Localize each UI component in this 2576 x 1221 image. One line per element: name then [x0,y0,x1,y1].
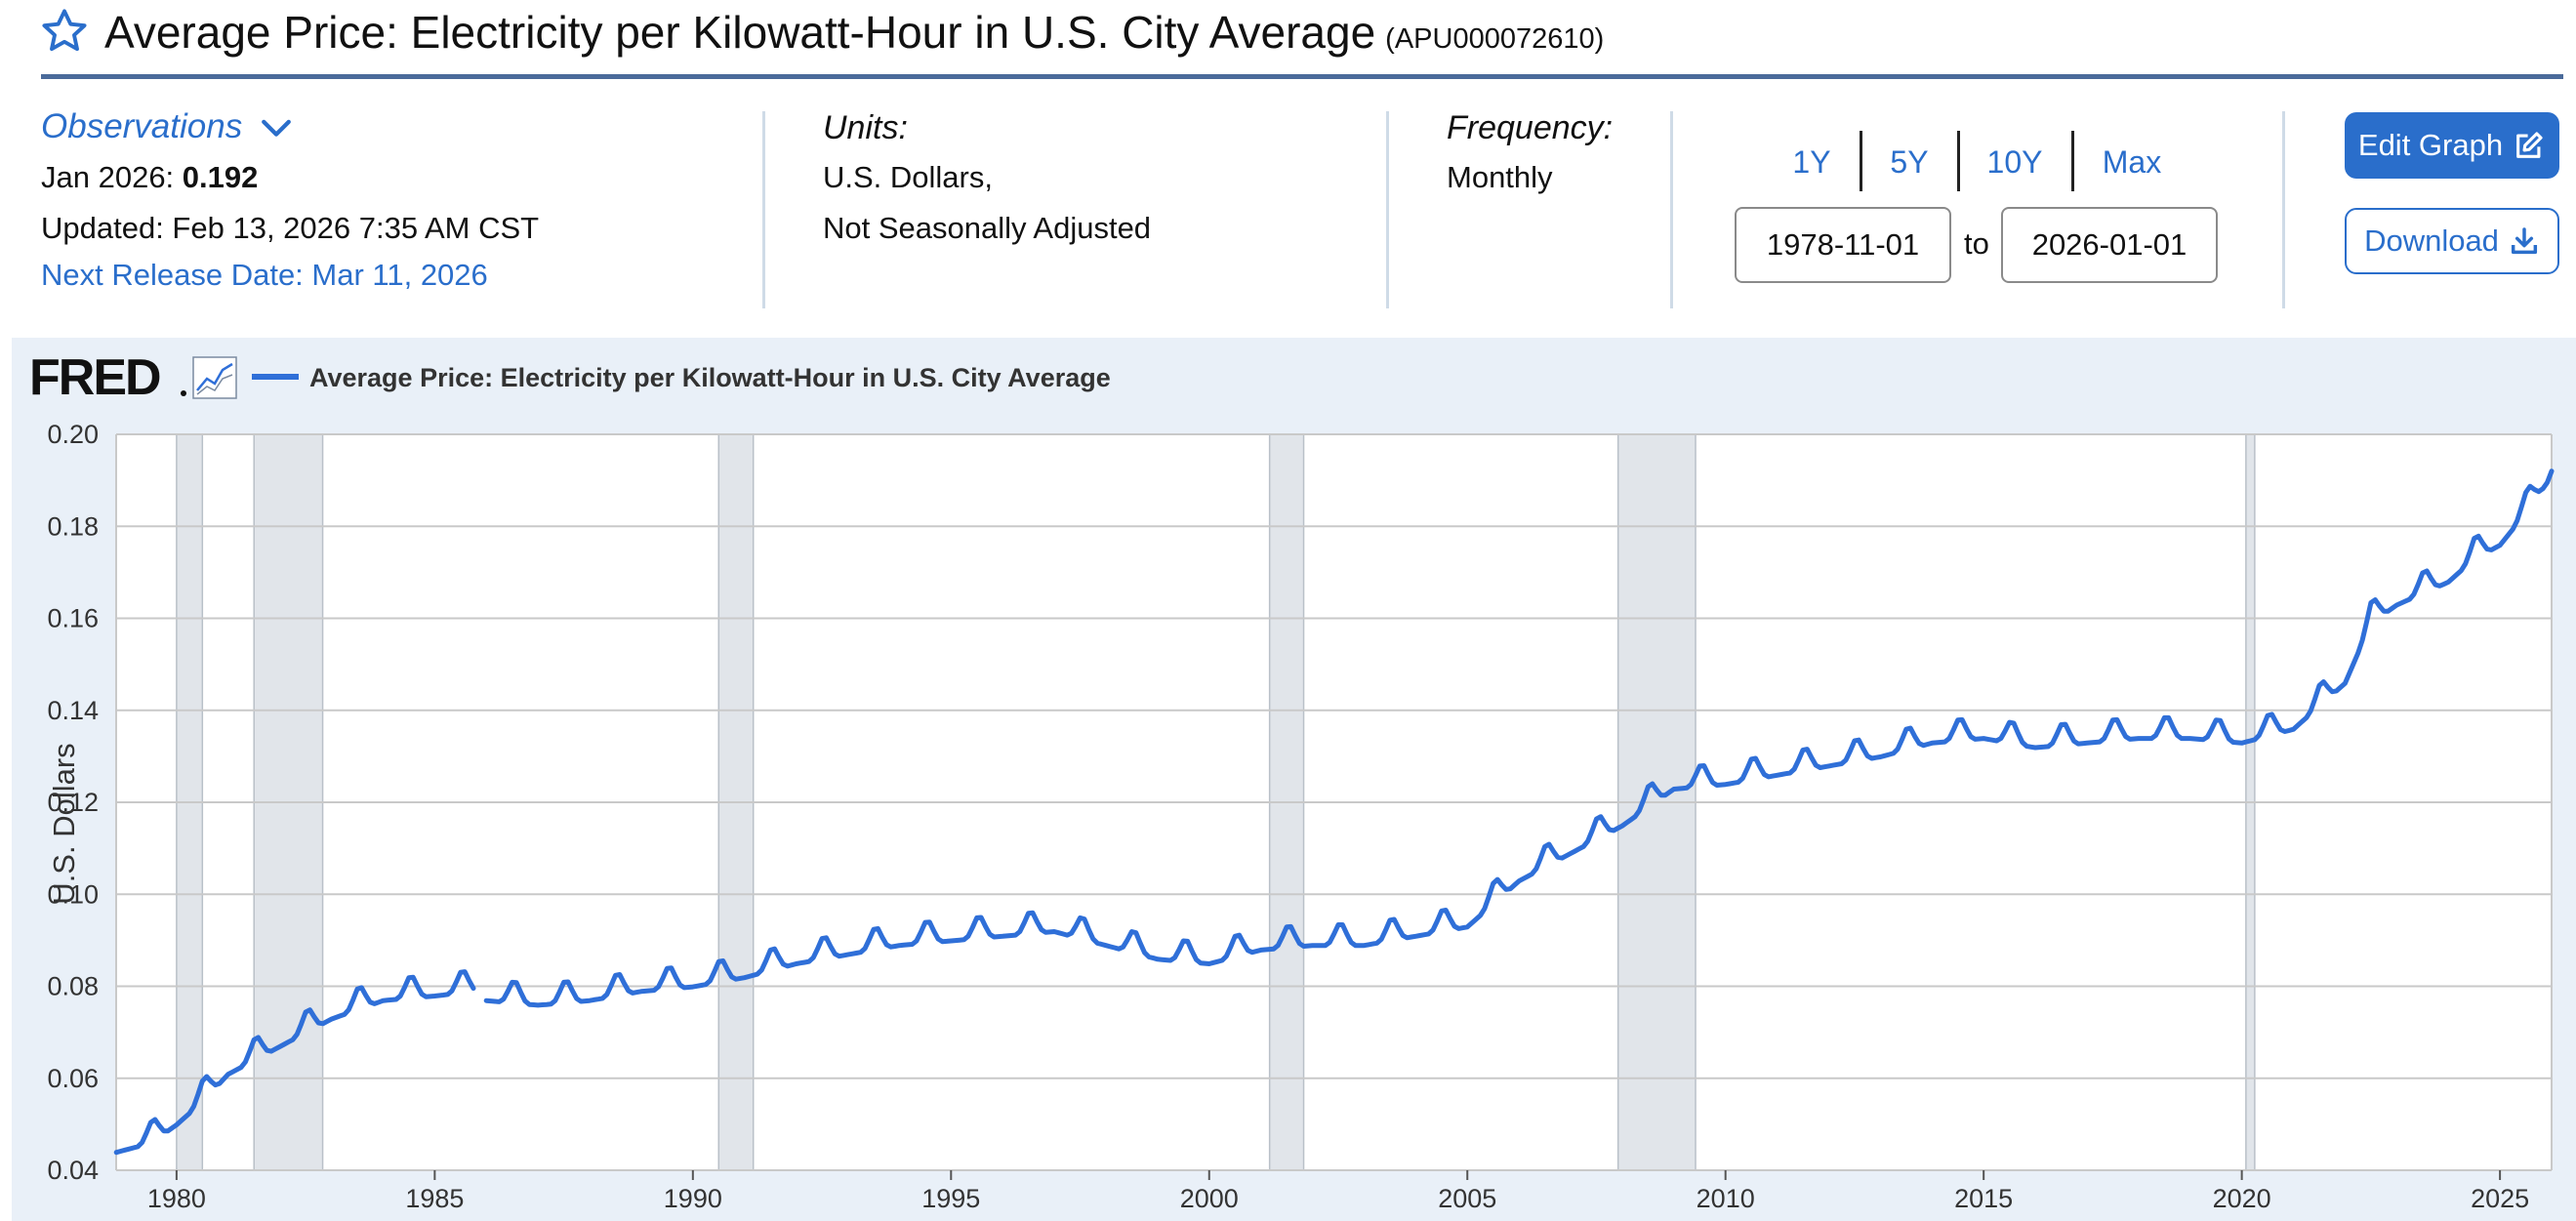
x-tick-label: 2025 [2471,1184,2529,1213]
x-tick-label: 2005 [1438,1184,1496,1213]
observation-date: Jan 2026: [41,160,175,194]
range-1y-button[interactable]: 1Y [1792,144,1831,180]
chevron-down-icon[interactable] [260,117,293,141]
series-line[interactable] [113,969,476,1156]
y-tick-label: 0.06 [47,1064,99,1093]
series-id: (APU000072610) [1385,23,1605,55]
observation-value: 0.192 [182,160,259,194]
grid-lines [115,433,2553,1171]
y-tick-label: 0.04 [47,1156,99,1185]
line-chart[interactable]: FRED Average Price: Electricity per Kilo… [12,338,2576,1221]
y-tick-label: 0.16 [47,604,99,633]
range-5y-button[interactable]: 5Y [1890,144,1929,180]
x-tick-label: 1995 [921,1184,980,1213]
next-release-link[interactable]: Next Release Date: Mar 11, 2026 [41,258,488,292]
x-tick-label: 2010 [1697,1184,1755,1213]
y-axis-label: U.S. Dollars [47,743,81,904]
series-layer [113,468,2555,1156]
x-tick-label: 1980 [147,1184,206,1213]
download-label[interactable]: Download [2364,224,2499,258]
date-range-to-label: to [1964,226,1989,261]
plot-area: 0.04 0.06 0.08 0.10 0.12 0.14 0.16 0.18 0.20 198… [47,420,2555,1213]
edit-icon[interactable] [2513,129,2546,162]
y-tick-label: 0.20 [47,420,99,449]
meta-divider [2282,111,2285,308]
y-tick-label: 0.10 [47,879,99,909]
x-tick-label: 1990 [664,1184,722,1213]
page-title: Average Price: Electricity per Kilowatt-… [104,2,1604,69]
range-separator [1957,131,1960,191]
observations-label[interactable]: Observations [41,107,243,145]
range-separator [2071,131,2074,191]
chart-panel: FRED Average Price: Electricity per Kilo… [12,338,2576,1221]
y-tick-label: 0.08 [47,972,99,1001]
y-tick-label: 0.18 [47,511,99,541]
legend-label: Average Price: Electricity per Kilowatt-… [309,363,1111,392]
x-tick-label: 2015 [1954,1184,2013,1213]
range-max-button[interactable]: Max [2102,144,2162,180]
y-tick-label: 0.12 [47,788,99,817]
edit-graph-button[interactable]: Edit Graph [2345,112,2559,179]
updated-timestamp: Updated: Feb 13, 2026 7:35 AM CST [41,211,540,245]
start-date-input[interactable] [1735,207,1951,283]
meta-divider [1386,111,1389,308]
meta-divider [762,111,765,308]
frequency-value: Monthly [1447,160,1553,194]
end-date-input[interactable] [2001,207,2218,283]
header-divider [41,74,2563,79]
units-value: U.S. Dollars, [823,160,993,194]
download-button[interactable]: Download [2345,208,2559,274]
series-title: Average Price: Electricity per Kilowatt-… [104,7,1376,58]
series-meta: Observations Jan 2026: 0.192 Updated: Fe… [0,82,2576,336]
x-tick-label: 2000 [1180,1184,1239,1213]
meta-divider [1670,111,1673,308]
x-tick-label: 2020 [2213,1184,2271,1213]
page-header: Average Price: Electricity per Kilowatt-… [0,0,2576,82]
legend: Average Price: Electricity per Kilowatt-… [252,363,1111,392]
fred-logo-text[interactable]: FRED [29,349,162,406]
y-tick-label: 0.14 [47,696,99,725]
fred-logo[interactable]: FRED [29,349,186,406]
units-label: Units: [823,109,908,146]
units-adjustment: Not Seasonally Adjusted [823,211,1152,245]
range-separator [1860,131,1862,191]
latest-observation: Jan 2026: 0.192 [41,160,258,195]
range-10y-button[interactable]: 10Y [1986,144,2043,180]
download-icon[interactable] [2509,225,2540,257]
fred-logo-dot [181,390,186,396]
x-tick-label: 1985 [405,1184,464,1213]
frequency-label: Frequency: [1447,109,1614,146]
x-axis-ticks: 1980 1985 1990 1995 2000 2005 2010 2015 2020 2025 [147,1170,2529,1213]
star-icon[interactable] [39,6,90,57]
series-line[interactable] [483,468,2555,1008]
y-axis-ticks: 0.04 0.06 0.08 0.10 0.12 0.14 0.16 0.18 0.20 [47,420,99,1185]
edit-graph-label[interactable]: Edit Graph [2357,128,2504,162]
chart-line-icon[interactable] [192,356,237,399]
observations-dropdown[interactable]: Observations [41,107,293,146]
